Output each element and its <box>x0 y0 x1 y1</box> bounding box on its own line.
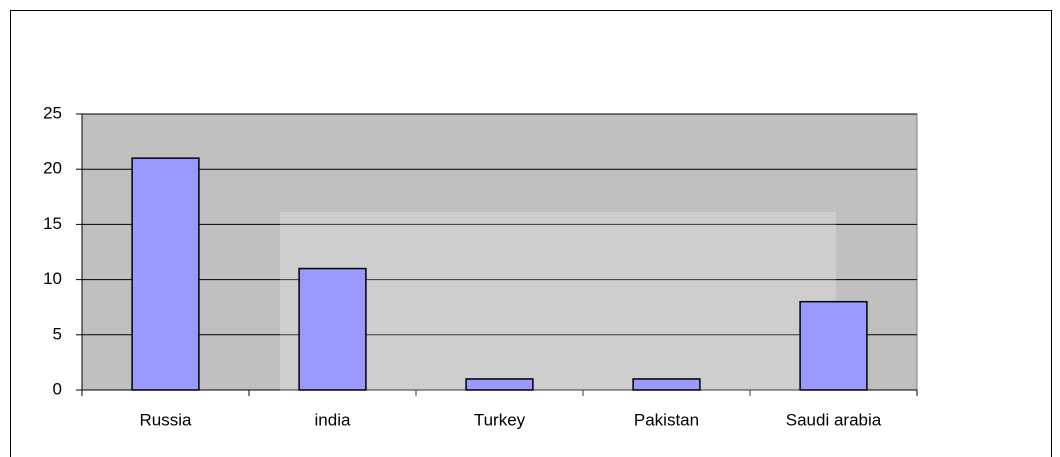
y-tick-label: 0 <box>53 379 62 398</box>
plot-area <box>81 113 918 391</box>
bar <box>799 300 868 391</box>
x-tick-label: Russia <box>140 410 193 429</box>
y-tick-label: 15 <box>43 214 62 233</box>
watermark <box>280 212 836 457</box>
x-tick-label: india <box>315 410 351 429</box>
y-tick-label: 5 <box>53 324 62 343</box>
x-tick-label: Turkey <box>474 410 526 429</box>
bar <box>131 157 200 391</box>
x-tick-label: Saudi arabia <box>786 410 882 429</box>
x-tick-label: Pakistan <box>634 410 699 429</box>
grid: 0 5 10 15 20 25 <box>43 103 918 398</box>
bar <box>298 267 367 391</box>
bar <box>465 378 534 391</box>
bar <box>632 378 701 391</box>
y-tick-label: 20 <box>43 159 62 178</box>
y-tick-label: 10 <box>43 269 62 288</box>
y-tick-label: 25 <box>43 103 62 122</box>
marks: Russia india Turkey Pakistan Saudi arabia <box>131 157 882 429</box>
